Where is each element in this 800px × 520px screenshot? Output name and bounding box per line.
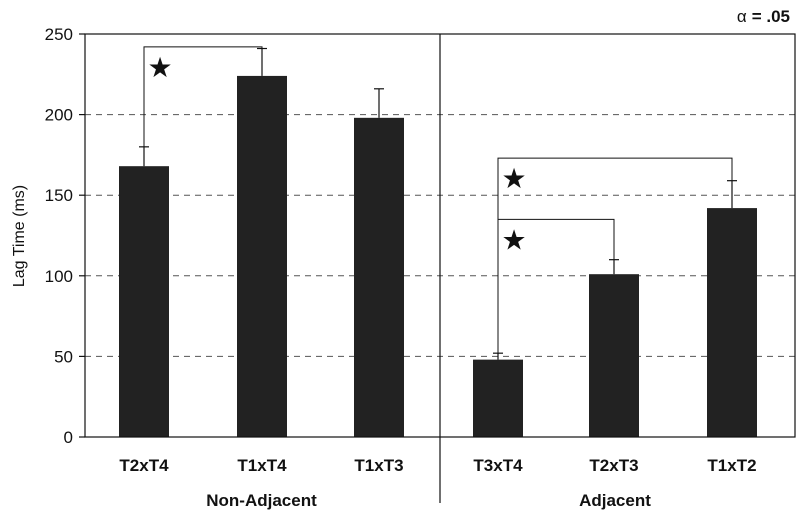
- category-label: T1xT3: [354, 456, 403, 475]
- bar-t1xt2: [707, 208, 757, 437]
- category-label: T2xT4: [119, 456, 169, 475]
- category-label: T1xT4: [237, 456, 287, 475]
- bar-t1xt3: [354, 117, 404, 437]
- alpha-value: = .05: [752, 7, 790, 26]
- category-label: T1xT2: [707, 456, 756, 475]
- y-tick-label: 200: [45, 106, 73, 125]
- significance-bracket: [497, 218, 615, 354]
- bar-t3xt4: [473, 359, 523, 437]
- group-label: Non-Adjacent: [206, 491, 317, 510]
- y-tick-label: 150: [45, 186, 73, 205]
- significance-star: ★: [147, 51, 172, 84]
- error-bars: [139, 47, 737, 360]
- y-tick-label: 0: [64, 428, 73, 447]
- significance-brackets: ★ ★ ★: [143, 46, 733, 354]
- category-label: T3xT4: [473, 456, 523, 475]
- significance-star: ★: [501, 162, 526, 195]
- bars: [119, 75, 757, 438]
- alpha-symbol: α: [737, 7, 747, 26]
- y-axis-label: Lag Time (ms): [11, 185, 28, 287]
- y-tick-label: 50: [54, 347, 73, 366]
- y-tick-label: 250: [45, 25, 73, 44]
- bar-t2xt3: [589, 274, 639, 437]
- significance-star: ★: [501, 223, 526, 256]
- alpha-annotation: α = .05: [737, 7, 790, 26]
- bar-t1xt4: [237, 75, 287, 438]
- group-label: Adjacent: [579, 491, 651, 510]
- significance-bracket: [143, 46, 263, 147]
- y-tick-label: 100: [45, 267, 73, 286]
- labels: 0 50 100 150 200 250 T2xT4 T1xT4 T1xT3 Non-Adjace…: [45, 25, 757, 510]
- bar-t2xt4: [119, 166, 169, 437]
- category-label: T2xT3: [589, 456, 638, 475]
- axes: [79, 33, 796, 503]
